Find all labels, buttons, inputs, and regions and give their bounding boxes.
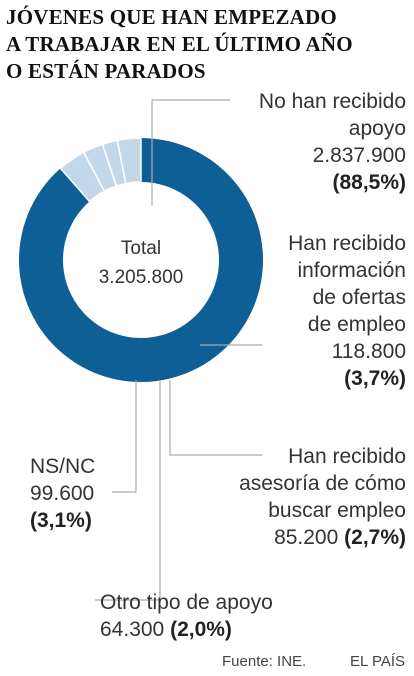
- label-asesoria: Han recibido asesoría de cómo buscar emp…: [239, 443, 406, 551]
- leader-no-apoyo: [151, 99, 230, 206]
- label-text: Han recibido: [288, 445, 406, 468]
- label-value-percent: 85.200 (2,7%): [239, 524, 406, 551]
- label-percent: (88,5%): [332, 171, 406, 194]
- slice-no-apoyo: [18, 138, 263, 382]
- label-value: 85.200: [274, 526, 339, 549]
- label-text: de ofertas: [312, 286, 406, 309]
- label-text: No han recibido: [258, 90, 406, 113]
- donut-slices: [18, 137, 263, 382]
- center-total-value: 3.205.800: [98, 267, 184, 288]
- chart-title: JÓVENES QUE HAN EMPEZADO A TRABAJAR EN E…: [6, 4, 406, 85]
- label-ofertas: Han recibido información de ofertas de e…: [288, 230, 406, 392]
- label-nsnc: NS/NC 99.600 (3,1%): [30, 453, 95, 534]
- label-percent: (3,7%): [344, 367, 406, 390]
- label-text: de empleo: [307, 313, 406, 336]
- leader-nsnc: [112, 380, 137, 493]
- label-value: 99.600: [30, 482, 95, 505]
- label-value: 118.800: [331, 340, 406, 363]
- label-no-apoyo: No han recibido apoyo 2.837.900 (88,5%): [259, 88, 406, 196]
- label-text: NS/NC: [30, 455, 96, 478]
- label-text: Han recibido: [288, 232, 406, 255]
- label-text: información: [297, 259, 406, 282]
- center-total: Total 3.205.800: [68, 234, 214, 292]
- title-line: O ESTÁN PARADOS: [6, 59, 206, 83]
- center-total-label: Total: [120, 238, 162, 259]
- label-percent: (2,0%): [170, 618, 232, 641]
- title-line: JÓVENES QUE HAN EMPEZADO: [6, 5, 337, 29]
- title-line: A TRABAJAR EN EL ÚLTIMO AÑO: [6, 32, 353, 56]
- label-value-percent: 64.300 (2,0%): [100, 616, 273, 643]
- label-value: 64.300: [100, 618, 165, 641]
- label-text: apoyo: [348, 117, 406, 140]
- label-text: buscar empleo: [268, 499, 406, 522]
- slice-nsnc: [116, 137, 142, 185]
- label-text: asesoría de cómo: [239, 472, 406, 495]
- leader-otro: [95, 380, 161, 601]
- leader-asesoria: [169, 380, 262, 456]
- label-text: Otro tipo de apoyo: [100, 591, 273, 614]
- leader-lines: [95, 99, 262, 601]
- label-value: 2.837.900: [312, 144, 406, 167]
- label-percent: (3,1%): [30, 509, 92, 532]
- brand-logo: EL PAÍS: [350, 653, 406, 670]
- label-percent: (2,7%): [344, 526, 406, 549]
- source-note: Fuente: INE.: [222, 653, 307, 670]
- label-otro: Otro tipo de apoyo 64.300 (2,0%): [100, 589, 273, 643]
